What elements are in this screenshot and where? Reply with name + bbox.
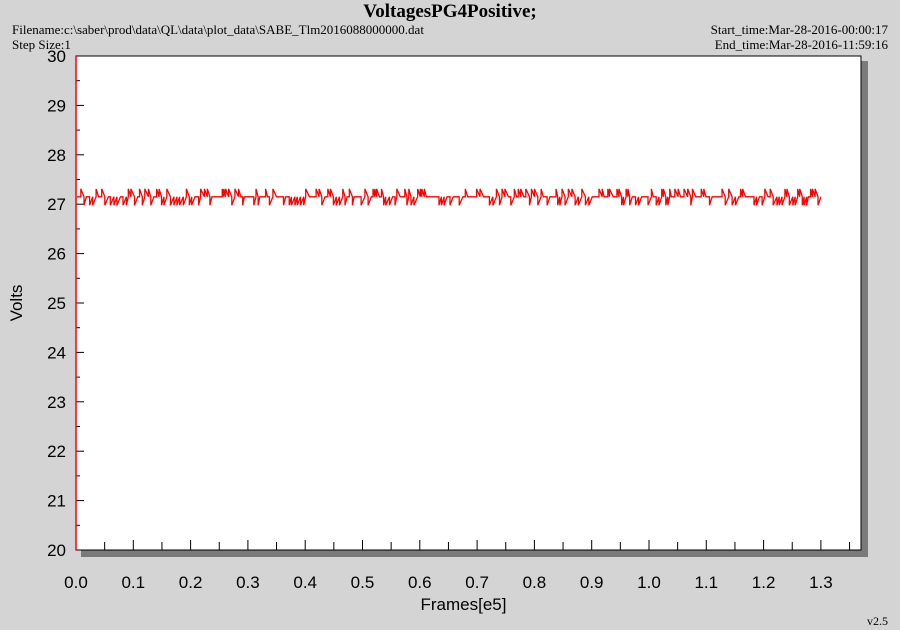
x-axis-label: Frames[e5] [421, 595, 507, 614]
start-time-label: Start_time:Mar-28-2016-00:00:17 [710, 22, 888, 37]
x-tick-label: 0.9 [580, 573, 604, 592]
x-tick-label: 0.5 [351, 573, 375, 592]
y-ticks: 20 21 22 23 24 25 26 27 28 29 30 [47, 47, 84, 560]
y-tick-label: 26 [47, 245, 66, 264]
series-line [77, 188, 822, 206]
x-tick-label: 1.2 [752, 573, 776, 592]
y-tick-label: 22 [47, 442, 66, 461]
x-tick-label: 0.8 [523, 573, 547, 592]
chart-title: VoltagesPG4Positive; [363, 1, 537, 22]
y-tick-label: 25 [47, 294, 66, 313]
x-tick-label: 1.1 [694, 573, 718, 592]
y-axis-label: Volts [7, 285, 26, 322]
x-tick-label: 1.3 [809, 573, 833, 592]
x-tick-label: 0.3 [236, 573, 260, 592]
x-tick-label: 1.0 [637, 573, 661, 592]
y-tick-label: 29 [47, 96, 66, 115]
plot-area [75, 55, 862, 551]
y-tick-label: 28 [47, 146, 66, 165]
y-tick-label: 20 [47, 541, 66, 560]
x-ticks: 0.0 0.1 0.2 0.3 0.4 0.5 0.6 0.7 0.8 0.9 1.0 1.1 1.2 1… [64, 540, 851, 592]
y-tick-label: 24 [47, 343, 66, 362]
x-tick-label: 0.6 [408, 573, 432, 592]
x-tick-label: 0.2 [179, 573, 203, 592]
y-tick-label: 21 [47, 492, 66, 511]
step-size-label: Step Size:1 [12, 37, 71, 52]
x-tick-label: 0.7 [465, 573, 489, 592]
y-tick-label: 30 [47, 47, 66, 66]
x-tick-label: 0.1 [121, 573, 145, 592]
x-tick-label: 0.4 [293, 573, 317, 592]
x-tick-label: 0.0 [64, 573, 88, 592]
y-tick-label: 23 [47, 393, 66, 412]
filename-label: Filename:c:\saber\prod\data\QL\data\plot… [12, 22, 424, 37]
y-tick-label: 27 [47, 195, 66, 214]
version-label: v2.5 [867, 614, 888, 628]
end-time-label: End_time:Mar-28-2016-11:59:16 [714, 37, 888, 52]
